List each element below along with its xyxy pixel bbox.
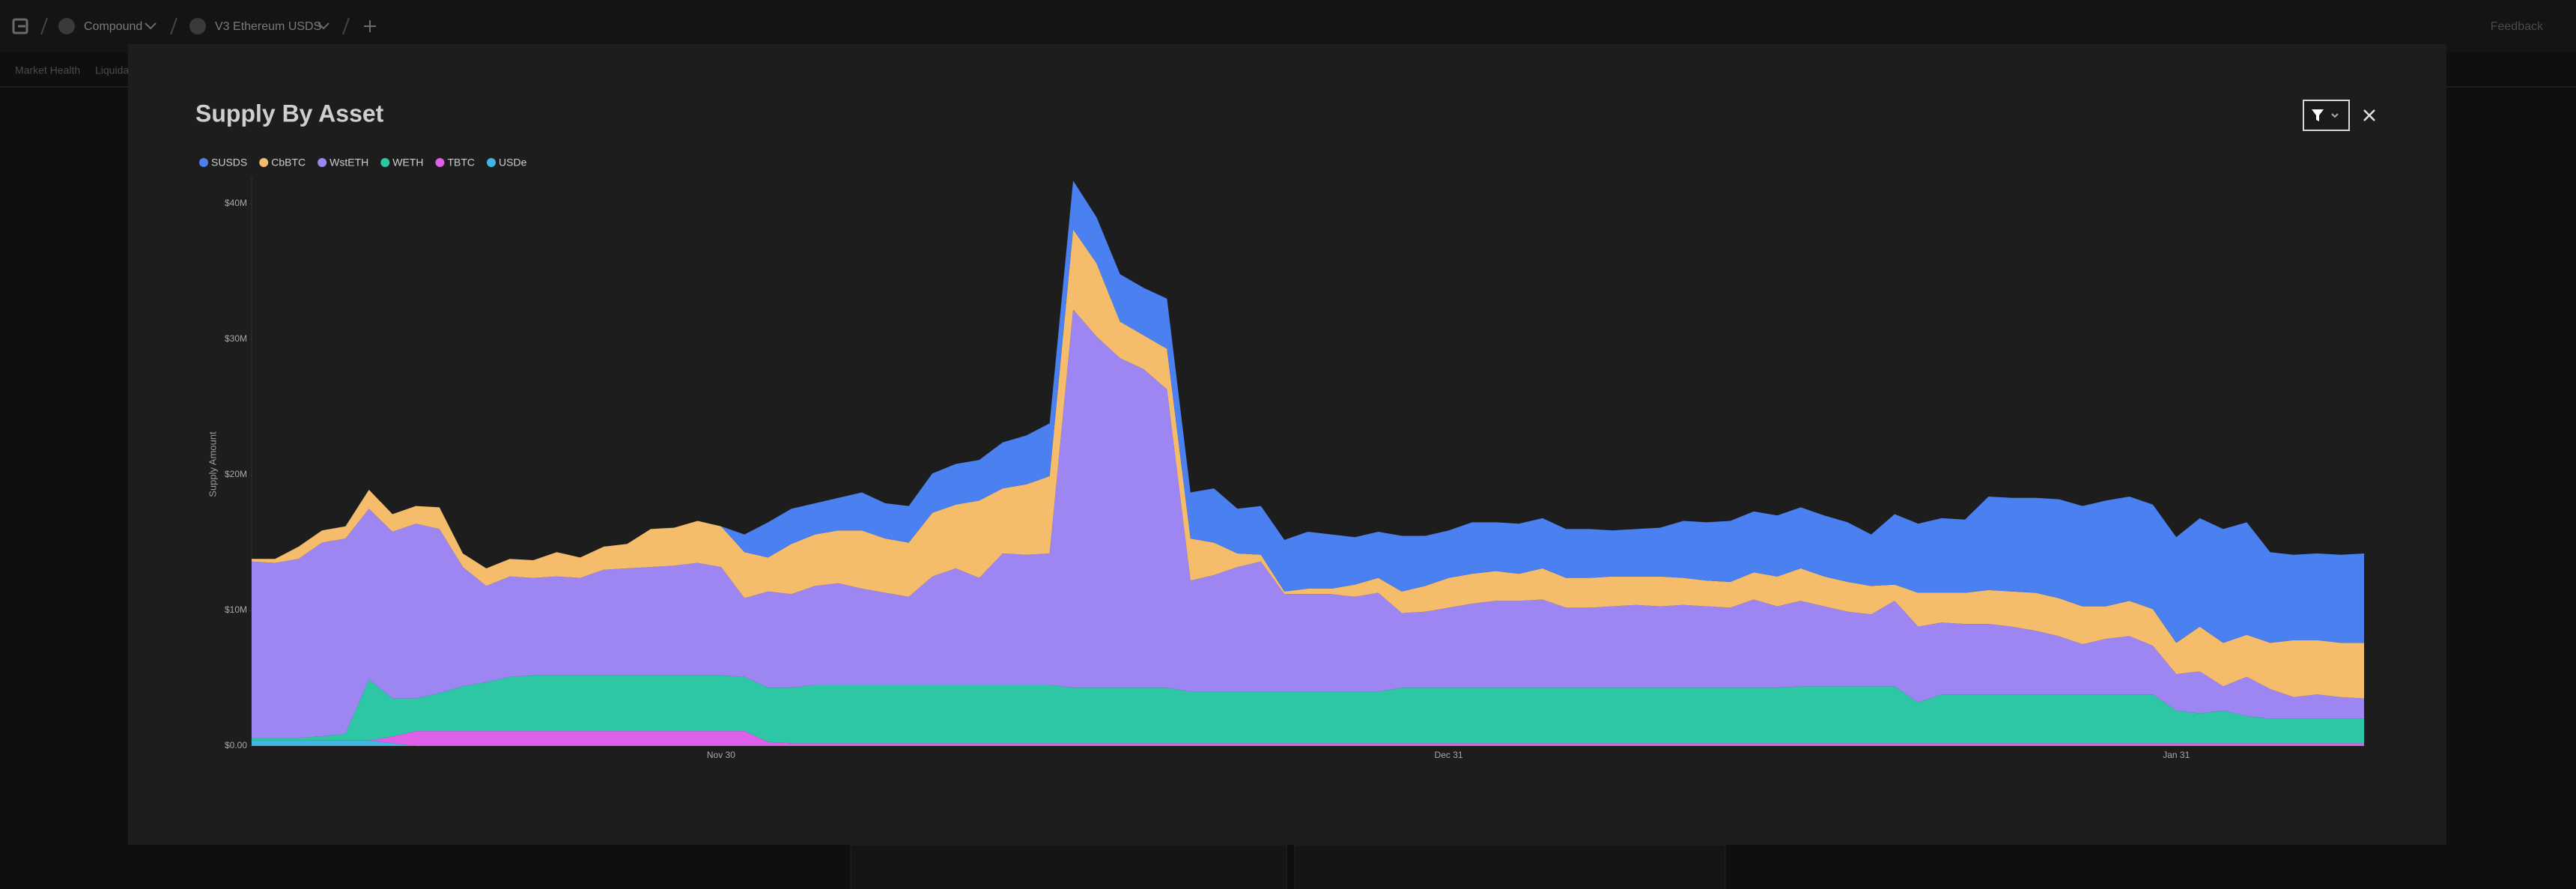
- legend-label[interactable]: SUSDS: [211, 157, 247, 169]
- add-button[interactable]: [364, 20, 376, 32]
- chart-title: Supply By Asset: [195, 100, 384, 127]
- area: [252, 731, 2364, 746]
- legend-label[interactable]: TBTC: [447, 157, 475, 169]
- logo: [12, 18, 28, 34]
- y-tick-label: $10M: [225, 604, 247, 615]
- area: [252, 675, 2364, 744]
- close-button[interactable]: [2363, 109, 2375, 121]
- separator: [170, 17, 177, 35]
- legend-label[interactable]: WstETH: [329, 157, 368, 169]
- x-tick-label: Dec 31: [1435, 750, 1463, 760]
- legend-swatch: [435, 158, 445, 167]
- y-tick-label: $30M: [225, 333, 247, 344]
- legend-label[interactable]: USDe: [499, 157, 527, 169]
- x-tick-label: Nov 30: [707, 750, 735, 760]
- y-tick-label: $40M: [225, 198, 247, 208]
- y-tick-label: $20M: [225, 469, 247, 479]
- y-tick-label: $0.00: [225, 740, 247, 750]
- legend-swatch: [199, 158, 208, 167]
- legend-swatch: [487, 158, 496, 167]
- legend-swatch: [259, 158, 269, 167]
- background-panel: [1294, 844, 1726, 889]
- legend-label[interactable]: WETH: [392, 157, 423, 169]
- area: [252, 180, 2364, 643]
- area: [252, 229, 2364, 699]
- separator: [40, 17, 48, 35]
- legend-swatch: [318, 158, 327, 167]
- tab[interactable]: Market Health: [15, 64, 80, 76]
- legend-swatch: [380, 158, 390, 167]
- market[interactable]: V3 Ethereum USDS: [215, 20, 321, 33]
- plot: $0.00 $10M $20M $30M $40M Nov 30 Dec 31 Jan 31 S…: [199, 157, 2364, 760]
- separator: [342, 17, 350, 35]
- y-axis-title: Supply Amount: [207, 431, 218, 497]
- protocol[interactable]: Compound: [84, 20, 142, 33]
- market-icon: [189, 18, 206, 34]
- legend-label[interactable]: CbBTC: [271, 157, 306, 169]
- chevron: [145, 22, 157, 30]
- chevron: [318, 22, 329, 30]
- x-tick-label: Jan 31: [2163, 750, 2190, 760]
- background-panel: [850, 844, 1287, 889]
- area: [252, 309, 2364, 738]
- top-bar: [0, 0, 2576, 52]
- filter-button[interactable]: [2303, 100, 2350, 131]
- protocol-icon: [58, 18, 75, 34]
- tab[interactable]: Liquida: [95, 64, 129, 76]
- feedback[interactable]: Feedback: [2491, 20, 2544, 33]
